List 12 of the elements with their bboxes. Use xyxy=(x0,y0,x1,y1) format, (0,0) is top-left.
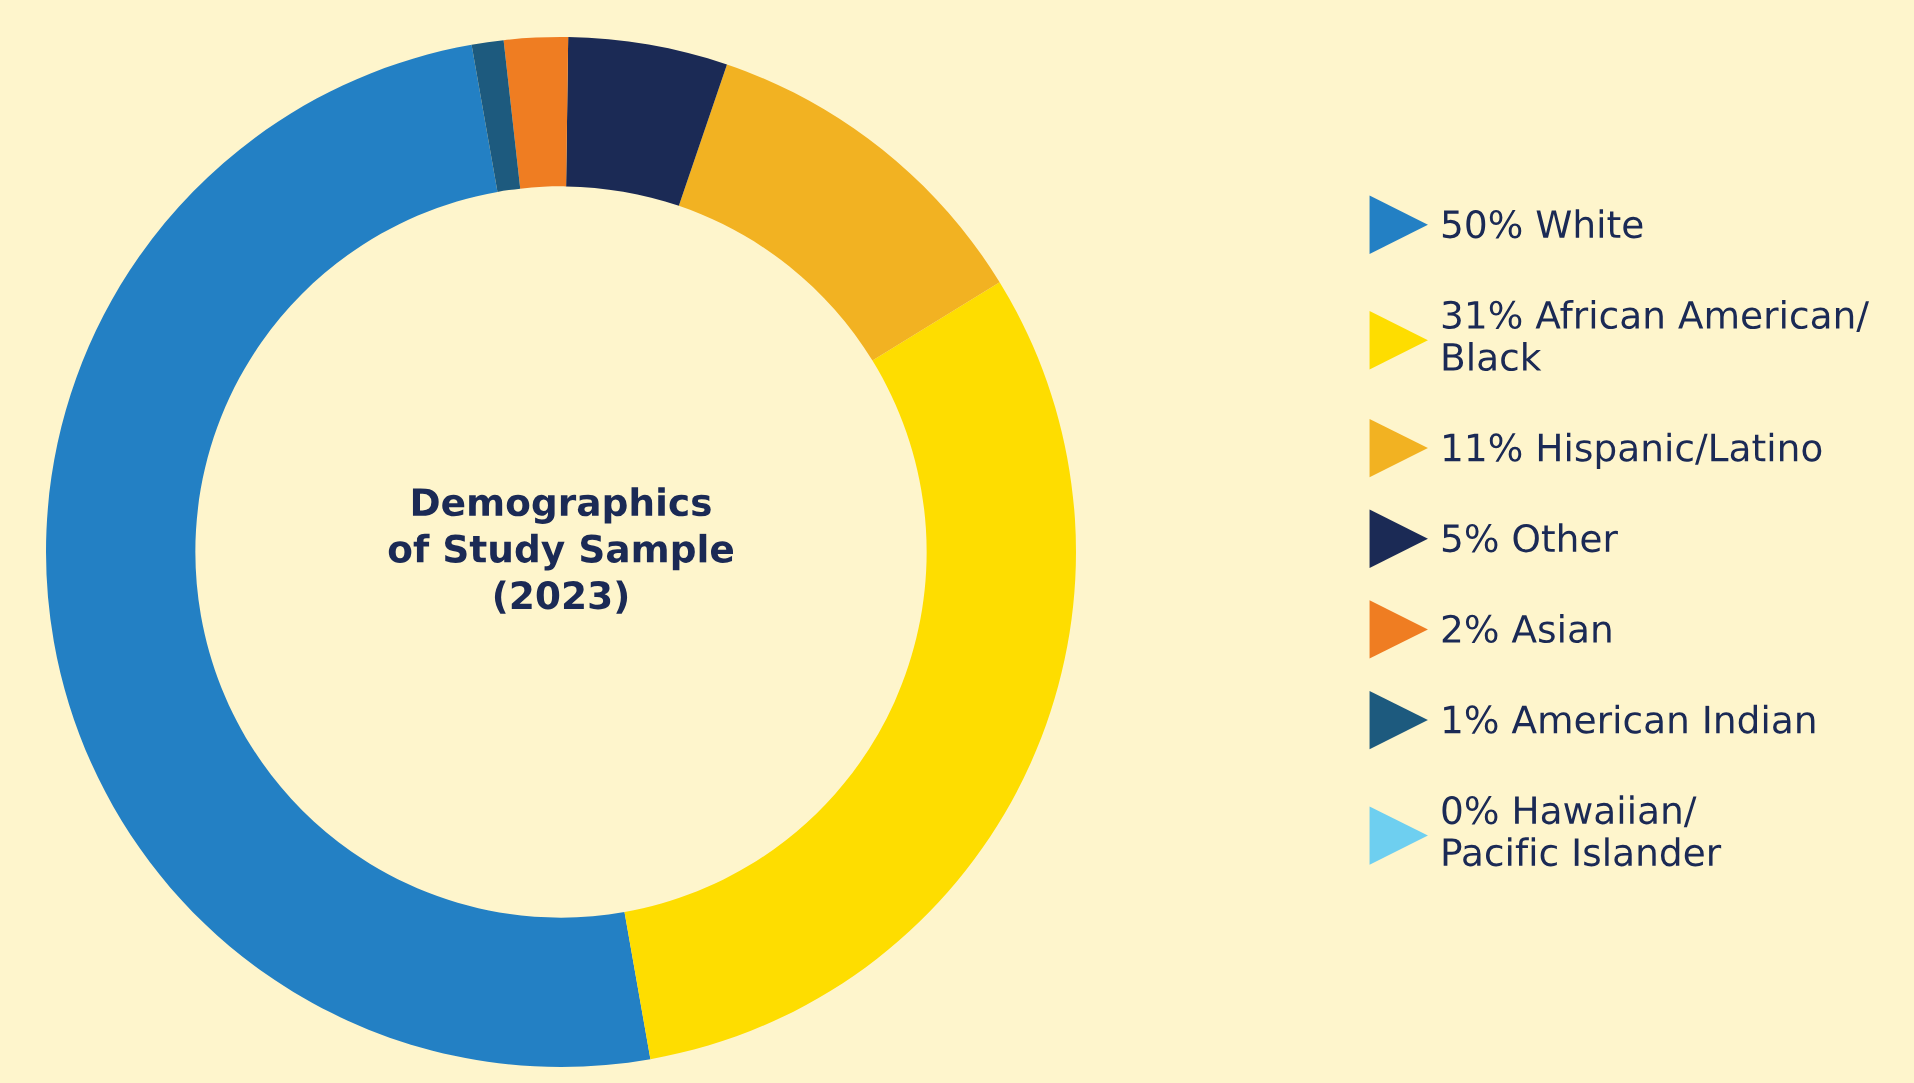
donut-slice xyxy=(503,37,569,189)
donut-slice xyxy=(678,64,1000,361)
donut-slice xyxy=(566,37,727,206)
legend-label: 5% Other xyxy=(1442,523,1618,553)
legend-label: 50% White xyxy=(1442,209,1643,239)
legend-label: 1% American Indian xyxy=(1444,704,1815,734)
legend-label: 2% Asian xyxy=(1442,614,1611,644)
legend-label: 31% African American/ Black xyxy=(1442,300,1869,372)
donut-slice xyxy=(471,40,521,192)
legend-label: 0% Hawaiian/ Pacific Islander xyxy=(1442,795,1722,867)
legend-label: 11% Hispanic/Latino xyxy=(1444,432,1822,469)
text: Demographics of Study Sample (2023) xyxy=(388,487,733,614)
